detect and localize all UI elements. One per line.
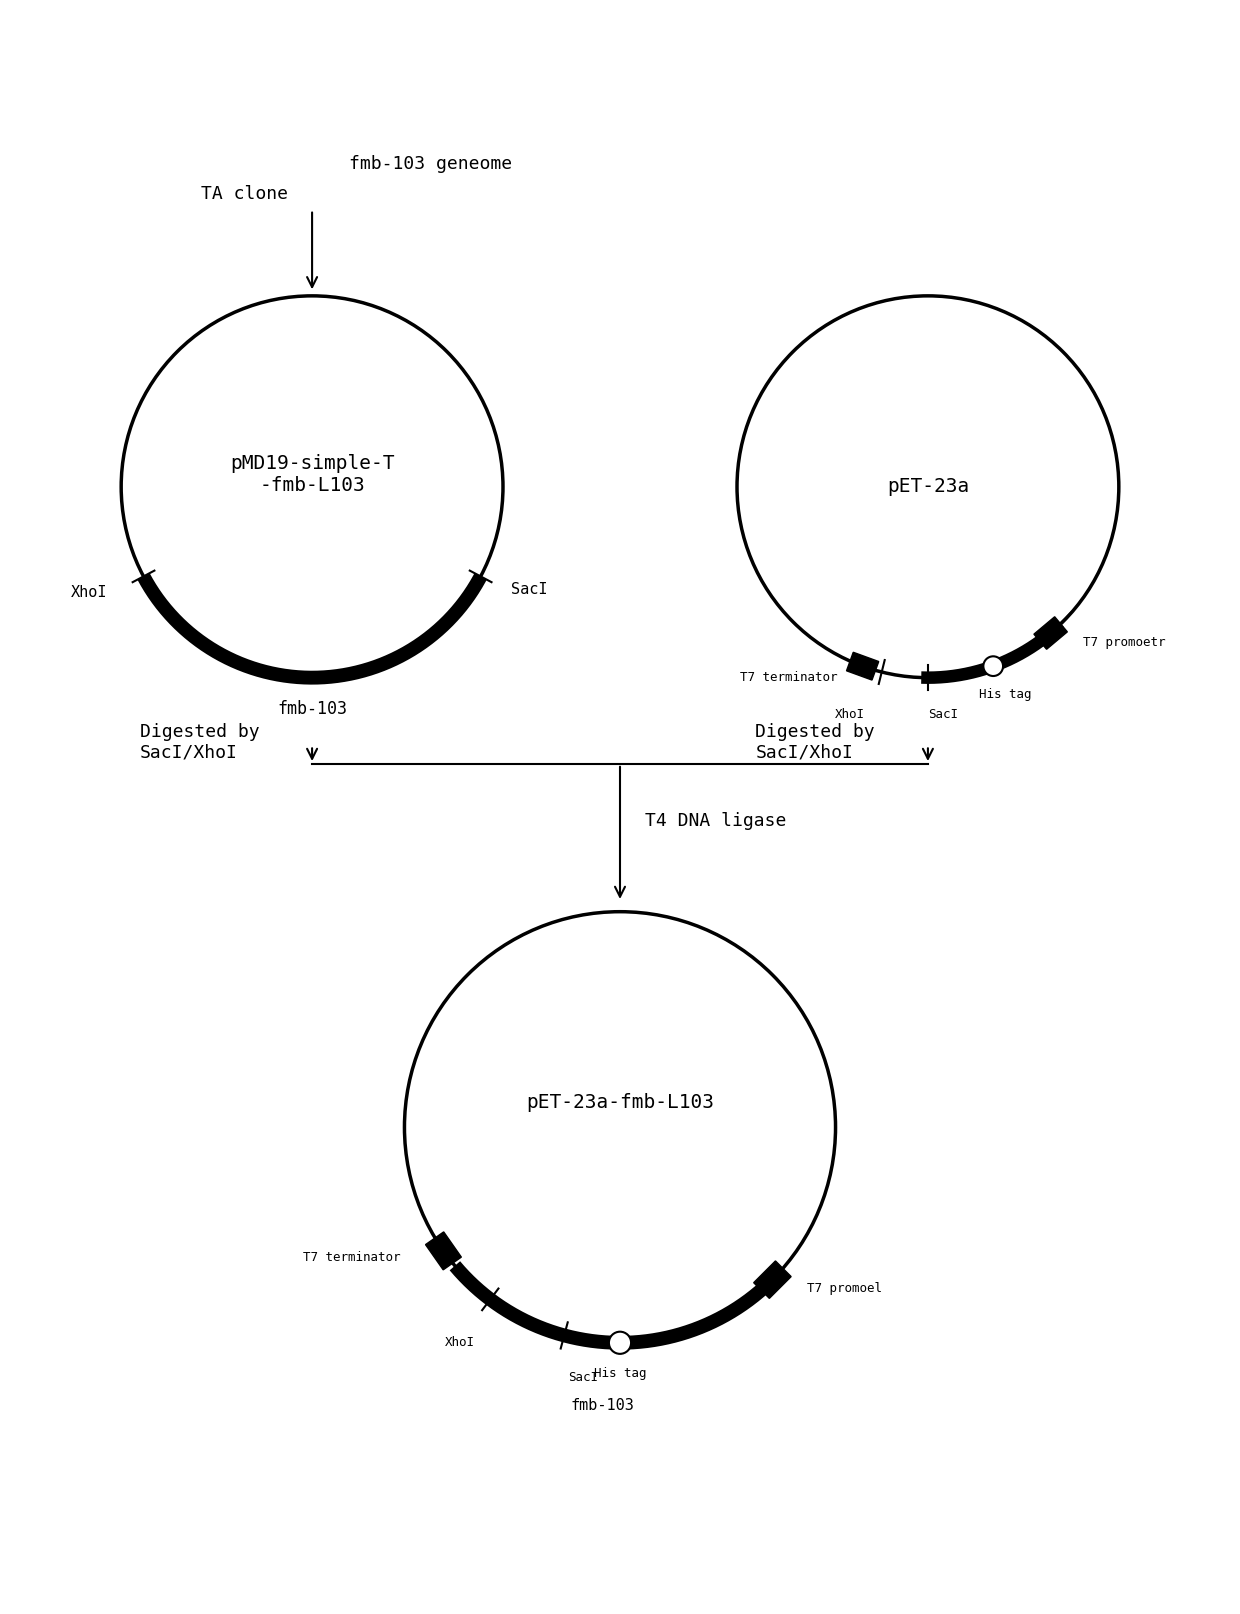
Text: fmb-103: fmb-103 — [570, 1398, 634, 1412]
Polygon shape — [754, 1261, 791, 1298]
Text: Digested by
SacI/XhoI: Digested by SacI/XhoI — [140, 723, 259, 762]
Text: XhoI: XhoI — [444, 1336, 475, 1349]
Circle shape — [609, 1332, 631, 1354]
Polygon shape — [847, 652, 879, 679]
Text: Digested by
SacI/XhoI: Digested by SacI/XhoI — [755, 723, 875, 762]
Text: T4 DNA ligase: T4 DNA ligase — [645, 812, 786, 830]
Text: T7 terminator: T7 terminator — [740, 671, 838, 684]
Text: pET-23a: pET-23a — [887, 478, 968, 495]
Text: T7 promoetr: T7 promoetr — [1083, 636, 1166, 649]
Text: T7 promoel: T7 promoel — [806, 1282, 882, 1294]
Text: fmb-103: fmb-103 — [277, 700, 347, 718]
Text: SacI: SacI — [511, 581, 547, 597]
Text: His tag: His tag — [594, 1367, 646, 1380]
Text: pMD19-simple-T
-fmb-L103: pMD19-simple-T -fmb-L103 — [229, 454, 394, 495]
Text: T7 terminator: T7 terminator — [304, 1251, 401, 1264]
Text: TA clone: TA clone — [201, 186, 288, 203]
Text: SacI: SacI — [928, 709, 959, 721]
Text: fmb-103 geneome: fmb-103 geneome — [348, 155, 512, 173]
Polygon shape — [1034, 617, 1068, 649]
Text: XhoI: XhoI — [835, 709, 866, 721]
Circle shape — [983, 657, 1003, 676]
Polygon shape — [425, 1231, 461, 1270]
Text: XhoI: XhoI — [71, 586, 107, 600]
Text: SacI: SacI — [569, 1372, 599, 1385]
Text: His tag: His tag — [980, 688, 1032, 700]
Text: pET-23a-fmb-L103: pET-23a-fmb-L103 — [526, 1093, 714, 1112]
